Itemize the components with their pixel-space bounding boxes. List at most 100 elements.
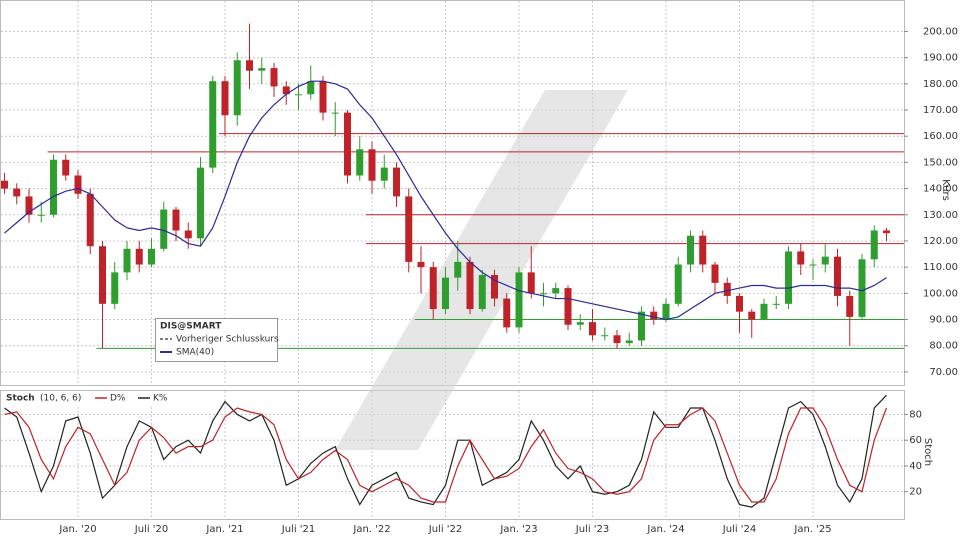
candle-body [760,303,768,320]
stoch-legend: Stoch (10, 6, 6) D% K% [1,391,186,405]
y-axis-label: Kurs [940,179,951,201]
candle-body [527,272,535,294]
candle-body [674,264,682,304]
y-tick-label: 40 [909,461,922,472]
x-tick-label: Jan. '24 [646,524,684,535]
candle-body [307,81,315,95]
candle-body [62,159,70,176]
x-tick-label: Juli '23 [575,524,610,535]
candle-body [25,196,33,215]
candle-body [650,311,658,320]
y-tick-label: 90.00 [929,315,958,326]
candle-body [246,60,253,71]
candle-body [613,335,621,344]
candle-body [699,235,707,265]
candle-body [172,209,180,231]
candle-body [870,230,878,260]
y-tick-label: 120.00 [923,236,958,247]
legend-label: D% [110,394,126,404]
candle-body [160,209,168,249]
candle-body [846,295,854,317]
candle-body [258,68,266,71]
y-tick-label: 200.00 [923,26,958,37]
stoch-line [4,407,888,503]
candle-body [478,275,486,310]
x-tick-label: Juli '20 [134,524,169,535]
candle-body [601,335,609,337]
candle-body [148,248,155,265]
legend-label: Vorheriger Schlusskurs [176,335,279,345]
stoch-params: (10, 6, 6) [40,394,81,404]
candle-body [37,214,45,216]
y-tick-label: 80 [909,409,922,420]
candle-body [736,295,743,312]
candle-body [454,261,462,278]
y-tick-label: 170.00 [923,105,958,116]
candle-body [515,272,523,328]
x-tick-label: Juli '24 [722,524,757,535]
x-tick-label: Jan. '21 [205,524,243,535]
candle-body [13,188,21,197]
candle-body [503,298,511,328]
legend-title: DIS@SMART [160,322,222,332]
candle-body [625,340,633,344]
candle-body [723,282,731,296]
candle-body [368,149,376,181]
candle-body [74,175,82,194]
candle-body [344,112,351,176]
candle-body [429,267,437,310]
y-tick-label: 110.00 [923,262,958,273]
candle-body [589,322,596,336]
candle-body [209,81,217,168]
candle-body [356,149,364,176]
candle-body [858,259,866,317]
x-tick-label: Jan. '20 [58,524,96,535]
candle-body [111,272,119,304]
y-tick-label: 180.00 [923,79,958,90]
legend-label: K% [153,394,168,404]
candle-body [662,303,670,320]
candle-body [417,261,425,268]
candle-body [785,251,792,304]
candle-body [1,180,8,189]
candle-body [99,246,106,304]
candle-body [331,112,339,114]
sma-line [4,80,887,321]
candle-body [270,68,278,87]
x-tick-label: Jan. '23 [499,524,537,535]
candle-body [233,60,241,116]
watermark [335,90,628,450]
y-tick-label: 190.00 [923,53,958,64]
stoch-legend-box [1,391,186,405]
candle-body [282,86,290,95]
y-tick-label: 160.00 [923,131,958,142]
candle-body [772,303,780,305]
legend-label: SMA(40) [176,348,214,358]
stoch-title: Stoch [6,394,35,404]
legend: DIS@SMART Vorheriger Schlusskurs SMA(40) [155,318,279,362]
y-tick-label: 60 [909,435,922,446]
y-tick-label: 100.00 [923,288,958,299]
candle-body [135,248,143,265]
candle-body [393,167,400,197]
candle-body [638,311,645,341]
candle-body [687,235,694,265]
y-tick-label: 80.00 [929,341,958,352]
candle-body [405,196,413,262]
candle-body [821,256,829,265]
candle-body [184,230,192,239]
candle-body [540,293,547,295]
candle-body [809,264,817,266]
candle-body [123,248,131,273]
candle-body [748,311,756,320]
x-tick-label: Jan. '25 [793,524,831,535]
y-tick-label: 70.00 [929,367,958,378]
candle-body [834,256,841,296]
y-tick-label: 140.00 [923,184,958,195]
candle-body [197,167,204,239]
candle-body [442,277,449,310]
legend-box [155,318,278,362]
y-axis-label: Stoch [922,438,933,466]
candle-body [564,288,572,325]
